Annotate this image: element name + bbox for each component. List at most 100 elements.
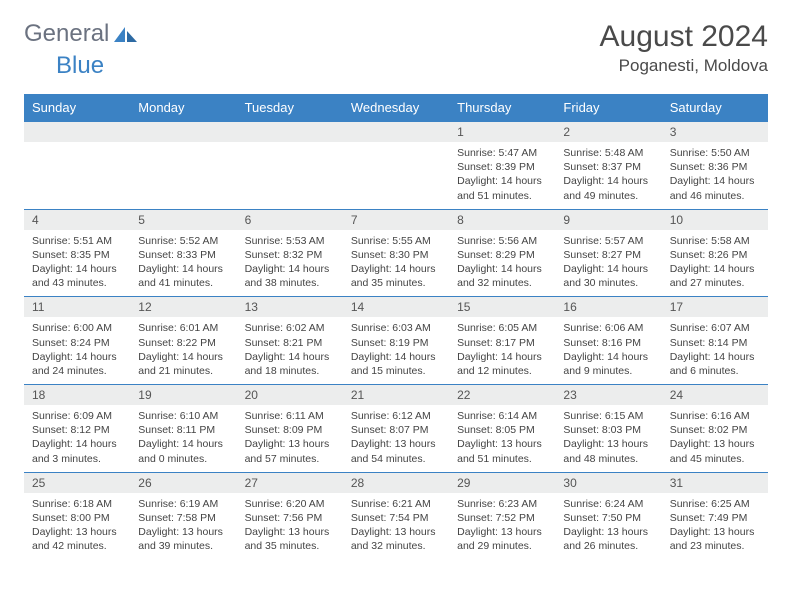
calendar-cell: 6Sunrise: 5:53 AMSunset: 8:32 PMDaylight…: [237, 209, 343, 297]
detail-line: Sunset: 8:11 PM: [138, 423, 228, 437]
day-details: Sunrise: 6:07 AMSunset: 8:14 PMDaylight:…: [662, 317, 768, 384]
detail-line: Sunrise: 5:48 AM: [563, 146, 653, 160]
detail-line: Sunrise: 5:52 AM: [138, 234, 228, 248]
day-details: Sunrise: 5:58 AMSunset: 8:26 PMDaylight:…: [662, 230, 768, 297]
detail-line: Sunrise: 6:11 AM: [245, 409, 335, 423]
calendar-cell: 24Sunrise: 6:16 AMSunset: 8:02 PMDayligh…: [662, 385, 768, 473]
weekday-header: Wednesday: [343, 94, 449, 122]
calendar-cell: 2Sunrise: 5:48 AMSunset: 8:37 PMDaylight…: [555, 122, 661, 210]
day-number: 13: [237, 297, 343, 317]
detail-line: Sunrise: 5:57 AM: [563, 234, 653, 248]
detail-line: Sunrise: 6:18 AM: [32, 497, 122, 511]
detail-line: Daylight: 13 hours and 57 minutes.: [245, 437, 335, 465]
day-number: 5: [130, 210, 236, 230]
detail-line: Sunset: 7:58 PM: [138, 511, 228, 525]
calendar-week-row: 4Sunrise: 5:51 AMSunset: 8:35 PMDaylight…: [24, 209, 768, 297]
detail-line: Sunrise: 6:09 AM: [32, 409, 122, 423]
day-number: 12: [130, 297, 236, 317]
calendar-cell: 15Sunrise: 6:05 AMSunset: 8:17 PMDayligh…: [449, 297, 555, 385]
day-number: 8: [449, 210, 555, 230]
day-details: Sunrise: 6:14 AMSunset: 8:05 PMDaylight:…: [449, 405, 555, 472]
day-details: Sunrise: 5:55 AMSunset: 8:30 PMDaylight:…: [343, 230, 449, 297]
day-number: [130, 122, 236, 142]
weekday-header: Friday: [555, 94, 661, 122]
detail-line: Sunrise: 6:15 AM: [563, 409, 653, 423]
detail-line: Daylight: 14 hours and 27 minutes.: [670, 262, 760, 290]
day-details: Sunrise: 6:24 AMSunset: 7:50 PMDaylight:…: [555, 493, 661, 560]
calendar-cell: 7Sunrise: 5:55 AMSunset: 8:30 PMDaylight…: [343, 209, 449, 297]
detail-line: Sunset: 8:30 PM: [351, 248, 441, 262]
detail-line: Daylight: 14 hours and 9 minutes.: [563, 350, 653, 378]
weekday-header: Saturday: [662, 94, 768, 122]
detail-line: Sunrise: 5:51 AM: [32, 234, 122, 248]
day-details: Sunrise: 6:12 AMSunset: 8:07 PMDaylight:…: [343, 405, 449, 472]
calendar-body: 1Sunrise: 5:47 AMSunset: 8:39 PMDaylight…: [24, 122, 768, 560]
day-number: 31: [662, 473, 768, 493]
detail-line: Daylight: 13 hours and 35 minutes.: [245, 525, 335, 553]
day-details: Sunrise: 5:52 AMSunset: 8:33 PMDaylight:…: [130, 230, 236, 297]
day-details: Sunrise: 6:20 AMSunset: 7:56 PMDaylight:…: [237, 493, 343, 560]
day-number: 10: [662, 210, 768, 230]
day-details: Sunrise: 6:02 AMSunset: 8:21 PMDaylight:…: [237, 317, 343, 384]
detail-line: Sunrise: 6:14 AM: [457, 409, 547, 423]
detail-line: Sunrise: 6:23 AM: [457, 497, 547, 511]
calendar-week-row: 1Sunrise: 5:47 AMSunset: 8:39 PMDaylight…: [24, 122, 768, 210]
detail-line: Sunset: 8:09 PM: [245, 423, 335, 437]
calendar-cell: 16Sunrise: 6:06 AMSunset: 8:16 PMDayligh…: [555, 297, 661, 385]
detail-line: Sunset: 8:27 PM: [563, 248, 653, 262]
calendar-cell: [130, 122, 236, 210]
day-details: Sunrise: 5:51 AMSunset: 8:35 PMDaylight:…: [24, 230, 130, 297]
detail-line: Daylight: 14 hours and 46 minutes.: [670, 174, 760, 202]
detail-line: Daylight: 13 hours and 42 minutes.: [32, 525, 122, 553]
detail-line: Sunset: 7:54 PM: [351, 511, 441, 525]
calendar-cell: 8Sunrise: 5:56 AMSunset: 8:29 PMDaylight…: [449, 209, 555, 297]
day-number: 4: [24, 210, 130, 230]
detail-line: Sunset: 8:36 PM: [670, 160, 760, 174]
calendar-cell: 23Sunrise: 6:15 AMSunset: 8:03 PMDayligh…: [555, 385, 661, 473]
day-details: Sunrise: 5:57 AMSunset: 8:27 PMDaylight:…: [555, 230, 661, 297]
detail-line: Daylight: 14 hours and 21 minutes.: [138, 350, 228, 378]
weekday-header: Tuesday: [237, 94, 343, 122]
calendar-cell: 25Sunrise: 6:18 AMSunset: 8:00 PMDayligh…: [24, 472, 130, 559]
detail-line: Sunset: 7:56 PM: [245, 511, 335, 525]
location-label: Poganesti, Moldova: [600, 56, 768, 76]
day-details: Sunrise: 6:01 AMSunset: 8:22 PMDaylight:…: [130, 317, 236, 384]
day-details: Sunrise: 6:23 AMSunset: 7:52 PMDaylight:…: [449, 493, 555, 560]
weekday-header: Monday: [130, 94, 236, 122]
day-number: 25: [24, 473, 130, 493]
detail-line: Sunset: 8:05 PM: [457, 423, 547, 437]
calendar-cell: 31Sunrise: 6:25 AMSunset: 7:49 PMDayligh…: [662, 472, 768, 559]
calendar-cell: 18Sunrise: 6:09 AMSunset: 8:12 PMDayligh…: [24, 385, 130, 473]
day-details: Sunrise: 6:21 AMSunset: 7:54 PMDaylight:…: [343, 493, 449, 560]
day-number: 16: [555, 297, 661, 317]
brand-part2: Blue: [56, 52, 104, 79]
calendar-week-row: 11Sunrise: 6:00 AMSunset: 8:24 PMDayligh…: [24, 297, 768, 385]
day-details: Sunrise: 6:10 AMSunset: 8:11 PMDaylight:…: [130, 405, 236, 472]
detail-line: Sunset: 8:12 PM: [32, 423, 122, 437]
detail-line: Sunset: 8:35 PM: [32, 248, 122, 262]
calendar-cell: 13Sunrise: 6:02 AMSunset: 8:21 PMDayligh…: [237, 297, 343, 385]
day-number: 22: [449, 385, 555, 405]
day-details: Sunrise: 6:06 AMSunset: 8:16 PMDaylight:…: [555, 317, 661, 384]
day-details: Sunrise: 5:47 AMSunset: 8:39 PMDaylight:…: [449, 142, 555, 209]
detail-line: Daylight: 13 hours and 39 minutes.: [138, 525, 228, 553]
day-number: 11: [24, 297, 130, 317]
day-details: [237, 142, 343, 152]
detail-line: Sunrise: 6:21 AM: [351, 497, 441, 511]
detail-line: Daylight: 13 hours and 48 minutes.: [563, 437, 653, 465]
sail-icon: [113, 25, 139, 43]
detail-line: Daylight: 13 hours and 45 minutes.: [670, 437, 760, 465]
detail-line: Daylight: 14 hours and 49 minutes.: [563, 174, 653, 202]
detail-line: Sunrise: 6:24 AM: [563, 497, 653, 511]
detail-line: Sunrise: 5:53 AM: [245, 234, 335, 248]
day-details: Sunrise: 6:15 AMSunset: 8:03 PMDaylight:…: [555, 405, 661, 472]
detail-line: Sunset: 8:24 PM: [32, 336, 122, 350]
day-number: 15: [449, 297, 555, 317]
day-number: 26: [130, 473, 236, 493]
detail-line: Sunrise: 6:02 AM: [245, 321, 335, 335]
brand-part1: General: [24, 20, 109, 48]
detail-line: Sunrise: 6:03 AM: [351, 321, 441, 335]
detail-line: Sunset: 8:37 PM: [563, 160, 653, 174]
detail-line: Sunset: 8:22 PM: [138, 336, 228, 350]
detail-line: Daylight: 13 hours and 29 minutes.: [457, 525, 547, 553]
